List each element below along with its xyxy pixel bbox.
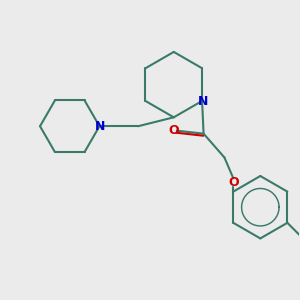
- Text: N: N: [197, 95, 208, 108]
- Text: O: O: [168, 124, 178, 137]
- Text: N: N: [95, 120, 105, 133]
- Text: O: O: [228, 176, 238, 189]
